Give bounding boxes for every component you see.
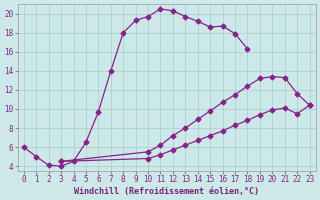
X-axis label: Windchill (Refroidissement éolien,°C): Windchill (Refroidissement éolien,°C) [74,187,259,196]
